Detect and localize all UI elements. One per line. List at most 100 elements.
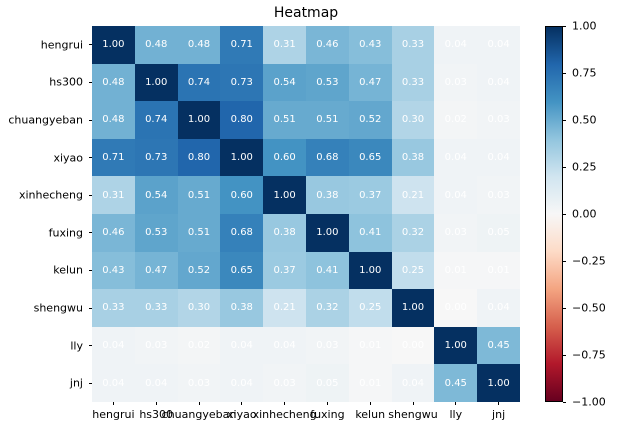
x-tick-mark (284, 402, 286, 405)
heatmap-cell: 0.01 (434, 251, 478, 290)
heatmap-cell: 0.46 (305, 26, 349, 64)
colorbar-tick-label: −0.25 (572, 254, 606, 268)
heatmap-cell: 0.33 (391, 26, 435, 64)
heatmap-cell: 1.00 (220, 138, 264, 177)
heatmap-cell: 0.03 (305, 326, 349, 365)
heatmap-cell: 0.45 (477, 326, 520, 365)
heatmap-cell: 0.37 (348, 176, 392, 214)
heatmap-cell: 1.00 (263, 176, 306, 214)
colorbar-tick-mark (563, 25, 566, 27)
heatmap-cell: 0.48 (92, 101, 135, 139)
heatmap-cell: 0.04 (92, 364, 135, 402)
heatmap-cell: 0.00 (434, 289, 478, 327)
x-tick-mark (498, 402, 500, 405)
heatmap-cell: 0.03 (434, 213, 478, 252)
heatmap-cell: 0.48 (177, 26, 221, 64)
heatmap-cell: 1.00 (477, 364, 520, 402)
colorbar-tick-label: 0.75 (572, 66, 597, 80)
heatmap-cell: 0.31 (92, 176, 135, 214)
x-tick-label: xiyao (227, 408, 257, 421)
x-tick-mark (369, 402, 371, 405)
heatmap-cell: 0.01 (348, 364, 392, 402)
heatmap-cell: 0.04 (477, 63, 520, 102)
heatmap-cell: 0.04 (263, 326, 306, 365)
heatmap-cell: 0.43 (348, 26, 392, 64)
x-tick-mark (155, 402, 157, 405)
heatmap-cell: 1.00 (92, 26, 135, 64)
x-tick-mark (412, 402, 414, 405)
heatmap-cell: 0.38 (305, 176, 349, 214)
heatmap-cell: 0.03 (134, 326, 178, 365)
colorbar-tick-label: 0.25 (572, 160, 597, 174)
heatmap-cell: 0.03 (477, 101, 520, 139)
x-tick-label: fuxing (310, 408, 345, 421)
y-tick-mark (89, 194, 92, 196)
heatmap-cell: 0.05 (477, 213, 520, 252)
heatmap-cell: 0.51 (177, 213, 221, 252)
heatmap-cell: 0.03 (177, 364, 221, 402)
y-tick-label: kelun (53, 263, 83, 277)
heatmap-cell: 0.41 (348, 213, 392, 252)
heatmap-cell: 0.41 (305, 251, 349, 290)
heatmap-cell: 0.02 (177, 326, 221, 365)
y-tick-label: chuangyeban (8, 113, 83, 127)
y-tick-label: xiyao (53, 151, 83, 165)
heatmap-cell: 0.33 (134, 289, 178, 327)
y-tick-mark (89, 81, 92, 83)
heatmap-cell: 0.65 (220, 251, 264, 290)
heatmap-cell: 0.68 (305, 138, 349, 177)
heatmap-cell: 1.00 (391, 289, 435, 327)
y-tick-label: hengrui (40, 38, 83, 52)
colorbar-tick-mark (563, 166, 566, 168)
colorbar-tick-mark (563, 260, 566, 262)
heatmap-cell: 0.43 (92, 251, 135, 290)
heatmap-cell: 0.46 (92, 213, 135, 252)
heatmap-cell: 0.38 (391, 138, 435, 177)
heatmap-cell: 0.60 (220, 176, 264, 214)
heatmap-cell: 0.53 (305, 63, 349, 102)
heatmap-cell: 0.47 (348, 63, 392, 102)
y-tick-mark (89, 345, 92, 347)
heatmap-cell: 0.48 (92, 63, 135, 102)
colorbar-tick-mark (563, 354, 566, 356)
x-tick-mark (112, 402, 114, 405)
heatmap-cell: 0.74 (134, 101, 178, 139)
heatmap-cell: 0.01 (348, 326, 392, 365)
y-tick-label: fuxing (48, 226, 83, 240)
heatmap-cell: 0.01 (477, 251, 520, 290)
heatmap-cell: 0.25 (391, 251, 435, 290)
heatmap-cell: 0.80 (220, 101, 264, 139)
heatmap-cell: 0.04 (477, 138, 520, 177)
heatmap-cell: 0.73 (220, 63, 264, 102)
heatmap-cell: 0.04 (220, 364, 264, 402)
heatmap-cell: 0.04 (92, 326, 135, 365)
heatmap-cell: 0.04 (434, 26, 478, 64)
heatmap-cell: 0.60 (263, 138, 306, 177)
y-tick-label: lly (70, 339, 83, 353)
heatmap-cell: 0.51 (177, 176, 221, 214)
y-tick-mark (89, 307, 92, 309)
colorbar-tick-label: 0.00 (572, 207, 597, 221)
heatmap-cell: 0.54 (263, 63, 306, 102)
heatmap-cell: 0.33 (391, 63, 435, 102)
colorbar-tick-mark (563, 401, 566, 403)
x-tick-label: jnj (492, 408, 506, 421)
heatmap-cell: 0.71 (92, 138, 135, 177)
x-tick-label: hengrui (92, 408, 135, 421)
heatmap-cell: 0.52 (348, 101, 392, 139)
heatmap-cell: 0.03 (434, 63, 478, 102)
heatmap-cell: 0.30 (177, 289, 221, 327)
y-tick-label: jnj (69, 376, 83, 390)
heatmap-cell: 0.51 (263, 101, 306, 139)
x-tick-label: shengwu (388, 408, 438, 421)
x-tick-mark (241, 402, 243, 405)
heatmap-cell: 0.30 (391, 101, 435, 139)
colorbar-ticks: 1.00 0.75 0.50 0.25 0.00 −0.25 −0.50 −0.75 −1.00 (563, 20, 623, 409)
heatmap-cell: 0.45 (434, 364, 478, 402)
heatmap-cell: 0.80 (177, 138, 221, 177)
heatmap-cell: 0.05 (305, 364, 349, 402)
y-tick-label: hs300 (49, 75, 83, 89)
x-tick-label: chuangyeban (161, 408, 237, 421)
heatmap-cell: 0.73 (134, 138, 178, 177)
